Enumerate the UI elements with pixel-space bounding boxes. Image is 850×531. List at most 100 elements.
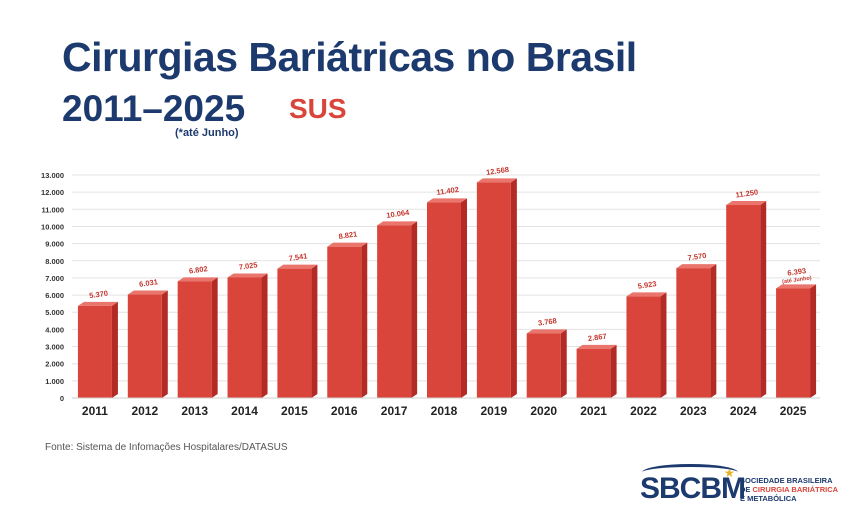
sus-tag: SUS — [289, 93, 347, 124]
bar — [277, 268, 312, 398]
y-tick-label: 2.000 — [45, 360, 64, 369]
bar-side — [261, 273, 268, 398]
bar-top — [576, 344, 617, 349]
value-label: 6.802 — [188, 264, 208, 276]
value-label: 7.025 — [238, 260, 258, 272]
y-tick-label: 10.000 — [41, 222, 64, 231]
bar-top — [776, 284, 817, 289]
logo-swoosh — [642, 464, 738, 481]
value-label: 5.370 — [89, 289, 109, 301]
chart-title: Cirurgias Bariátricas no Brasil — [62, 34, 637, 80]
x-tick-label: 2012 — [131, 404, 158, 418]
y-tick-label: 8.000 — [45, 257, 64, 266]
bar-side — [810, 284, 817, 398]
bar — [77, 305, 112, 398]
x-tick-label: 2016 — [331, 404, 358, 418]
value-label: 7.570 — [687, 251, 707, 263]
y-tick-label: 12.000 — [41, 188, 64, 197]
bar-side — [361, 242, 368, 398]
x-tick-label: 2018 — [431, 404, 458, 418]
y-tick-label: 0 — [60, 394, 64, 403]
value-label: 11.250 — [735, 188, 759, 200]
bar — [626, 296, 661, 398]
logo-line1: SOCIEDADE BRASILEIRA — [740, 476, 833, 485]
bar-side — [461, 198, 467, 398]
bar-side — [411, 221, 418, 398]
value-label-note: (até Junho) — [782, 275, 812, 285]
bar-top — [77, 301, 118, 306]
logo-mark: SBCBM — [640, 472, 746, 505]
x-tick-label: 2011 — [82, 404, 108, 418]
x-tick-label: 2022 — [630, 404, 657, 418]
bar-top — [726, 201, 767, 206]
x-tick-label: 2017 — [381, 404, 408, 418]
bar — [377, 225, 412, 398]
bar-side — [211, 277, 218, 398]
bar-chart: 0 1.000 2.000 3.000 4.000 5.000 6.000 7.000 8.00… — [41, 165, 820, 418]
bar-top — [626, 292, 667, 297]
bar-top — [227, 273, 268, 278]
bar-side — [510, 178, 517, 398]
bar-side — [660, 292, 667, 398]
x-tick-label: 2020 — [530, 404, 557, 418]
bar-top — [327, 242, 368, 247]
y-tick-label: 9.000 — [45, 240, 64, 249]
bar — [676, 268, 711, 398]
x-tick-label: 2023 — [680, 404, 707, 418]
logo-line3: E METABÓLICA — [740, 494, 797, 503]
x-tick-label: 2024 — [730, 404, 757, 418]
bar-top — [676, 264, 717, 269]
logo-line2-pre: DE — [740, 485, 753, 494]
value-label: 11.402 — [436, 185, 460, 197]
bar — [327, 246, 362, 398]
bar-side — [560, 329, 567, 398]
y-tick-label: 4.000 — [45, 325, 64, 334]
value-label: 7.541 — [288, 251, 308, 263]
bar-side — [760, 201, 767, 398]
bar-side — [610, 344, 617, 398]
bar — [227, 277, 262, 398]
bar-top — [127, 290, 168, 295]
bar — [576, 348, 611, 398]
x-tick-label: 2013 — [181, 404, 208, 418]
value-label: 12.568 — [486, 165, 510, 177]
bar — [526, 333, 561, 398]
value-label: 5.923 — [637, 279, 657, 291]
chart-subtitle-years: 2011–2025 — [62, 88, 246, 129]
y-tick-label: 6.000 — [45, 291, 64, 300]
y-tick-label: 1.000 — [45, 377, 64, 386]
x-tick-label: 2021 — [580, 404, 607, 418]
value-label: 3.768 — [537, 316, 557, 328]
y-tick-label: 13.000 — [41, 171, 64, 180]
bar-top — [427, 198, 467, 203]
value-label: 2.867 — [587, 332, 607, 344]
y-tick-label: 7.000 — [45, 274, 64, 283]
value-label: 10.064 — [386, 208, 411, 220]
bar — [776, 288, 811, 398]
bar-side — [710, 264, 717, 398]
logo-line2: DE CIRURGIA BARIÁTRICA — [740, 485, 838, 494]
bar-side — [311, 264, 318, 398]
bar-top — [277, 264, 318, 269]
star-icon: ★ — [724, 466, 735, 480]
y-tick-label: 3.000 — [45, 343, 64, 352]
x-tick-label: 2014 — [231, 404, 258, 418]
sbcbm-logo: ★ SBCBM SOCIEDADE BRASILEIRA DE CIRURGIA… — [640, 464, 840, 516]
value-label: 8.821 — [338, 229, 358, 241]
bar — [726, 205, 761, 398]
logo-line2-red: CIRURGIA BARIÁTRICA — [752, 485, 839, 494]
bar — [177, 281, 212, 398]
logo-text: SOCIEDADE BRASILEIRA DE CIRURGIA BARIÁTR… — [740, 476, 838, 503]
bar-side — [111, 301, 118, 398]
bar — [427, 202, 461, 398]
bar-top — [377, 221, 418, 226]
x-tick-label: 2019 — [481, 404, 508, 418]
x-tick-label: 2015 — [281, 404, 308, 418]
bar-side — [161, 290, 168, 398]
bar — [127, 294, 162, 398]
bar-top — [476, 178, 517, 183]
source-note: Fonte: Sistema de Infomações Hospitalare… — [45, 442, 288, 453]
x-tick-label: 2025 — [780, 404, 807, 418]
value-label: 6.031 — [139, 277, 159, 289]
subtitle-note: (*até Junho) — [175, 127, 239, 139]
